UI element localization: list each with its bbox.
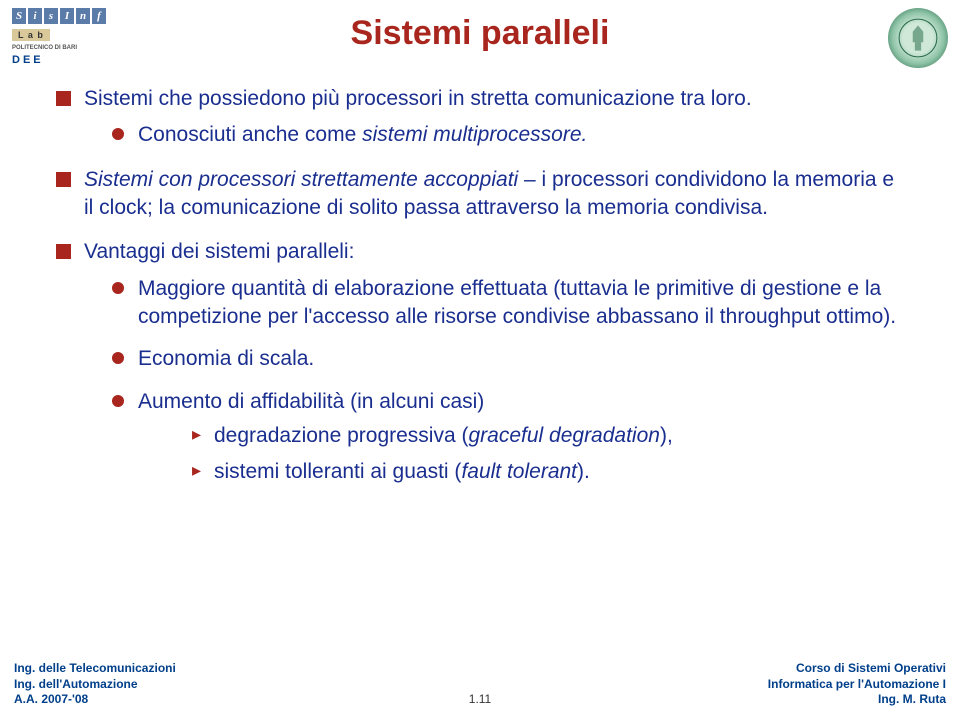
logo-letter: n xyxy=(76,8,90,24)
bullet-level2: Aumento di affidabilità (in alcuni casi)… xyxy=(112,388,904,487)
bullet-level2: Maggiore quantità di elaborazione effett… xyxy=(112,275,904,332)
logo-letter: s xyxy=(44,8,58,24)
bullet-text: ), xyxy=(660,424,673,447)
bullet-text: ). xyxy=(577,460,590,483)
bullet-level3: sistemi tolleranti ai guasti (fault tole… xyxy=(192,458,904,486)
bullet-text: Conosciuti anche come xyxy=(138,123,362,146)
bullet-level2: Economia di scala. xyxy=(112,345,904,373)
logo-letter: I xyxy=(60,8,74,24)
bullet-text: sistemi tolleranti ai guasti ( xyxy=(214,460,461,483)
bullet-text-italic: fault tolerant xyxy=(461,460,577,483)
footer-line: A.A. 2007-'08 xyxy=(14,692,176,708)
bullet-level2: Conosciuti anche come sistemi multiproce… xyxy=(112,121,904,149)
title-text: Sistemi paralleli xyxy=(351,14,610,52)
bullet-text: Maggiore quantità di elaborazione effett… xyxy=(138,277,896,328)
footer-line: Informatica per l'Automazione I xyxy=(768,677,946,693)
logo-left: S i s I n f L a b POLITECNICO DI BARI DE… xyxy=(12,8,106,66)
bullet-level1: Sistemi che possiedono più processori in… xyxy=(56,85,904,150)
bullet-text-italic: sistemi multiprocessore. xyxy=(362,123,587,146)
footer-line: Ing. M. Ruta xyxy=(768,692,946,708)
poliba-seal-icon xyxy=(897,17,939,59)
footer-left: Ing. delle Telecomunicazioni Ing. dell'A… xyxy=(14,661,176,708)
bullet-text: Economia di scala. xyxy=(138,347,314,370)
bullet-level3: degradazione progressiva (graceful degra… xyxy=(192,422,904,450)
slide-content: Sistemi che possiedono più processori in… xyxy=(56,85,904,487)
footer-right: Corso di Sistemi Operativi Informatica p… xyxy=(768,661,946,708)
footer-line: Ing. delle Telecomunicazioni xyxy=(14,661,176,677)
footer-line: Ing. dell'Automazione xyxy=(14,677,176,693)
logo-letter: S xyxy=(12,8,26,24)
footer: Ing. delle Telecomunicazioni Ing. dell'A… xyxy=(0,661,960,708)
logo-letter: i xyxy=(28,8,42,24)
bullet-level1: Vantaggi dei sistemi paralleli: Maggiore… xyxy=(56,238,904,486)
page-number: 1.11 xyxy=(469,692,491,706)
bullet-text: Aumento di affidabilità (in alcuni casi) xyxy=(138,390,484,413)
bullet-text: Sistemi che possiedono più processori in… xyxy=(84,87,752,110)
logo-right xyxy=(888,8,948,68)
logo-letter: f xyxy=(92,8,106,24)
logo-dee: DEE xyxy=(12,54,106,66)
bullet-level1: Sistemi con processori strettamente acco… xyxy=(56,166,904,223)
footer-line: Corso di Sistemi Operativi xyxy=(768,661,946,677)
logo-sub: POLITECNICO DI BARI xyxy=(12,45,106,51)
bullet-text: Vantaggi dei sistemi paralleli: xyxy=(84,240,354,263)
logo-brand: S i s I n f xyxy=(12,8,106,24)
slide-title: Sistemi paralleli xyxy=(0,0,960,53)
bullet-text-italic: graceful degradation xyxy=(468,424,659,447)
bullet-text: degradazione progressiva ( xyxy=(214,424,468,447)
bullet-text-italic: Sistemi con processori strettamente acco… xyxy=(84,168,518,191)
logo-lab: L a b xyxy=(12,29,50,41)
